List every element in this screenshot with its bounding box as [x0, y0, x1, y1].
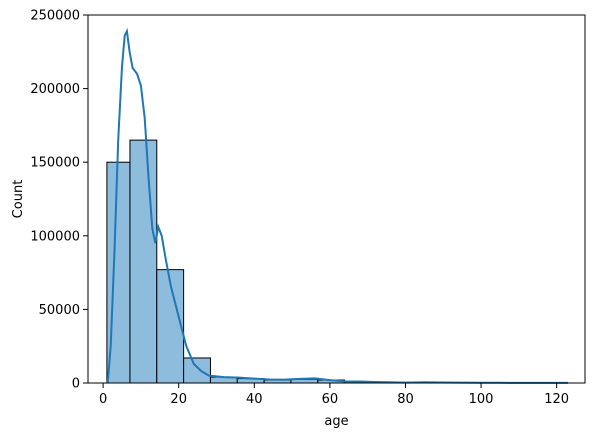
x-tick-label: 60 — [322, 392, 339, 407]
x-tick-label: 0 — [99, 392, 107, 407]
histogram-bar-3 — [183, 357, 211, 384]
x-axis-label: age — [324, 414, 348, 429]
histogram-bar-1 — [129, 139, 158, 384]
x-tick-label: 80 — [397, 392, 414, 407]
y-tick-label: 150000 — [30, 156, 80, 171]
kde-line — [106, 27, 568, 384]
x-tick-label: 40 — [246, 392, 263, 407]
y-tick-label: 50000 — [39, 303, 80, 318]
y-tick-label: 250000 — [30, 9, 80, 24]
plot-frame — [87, 14, 586, 384]
histogram-bar-2 — [156, 269, 185, 384]
y-tick-label: 100000 — [30, 229, 80, 244]
y-tick-label: 0 — [72, 377, 80, 392]
x-tick-label: 120 — [544, 392, 569, 407]
y-axis-label: Count — [11, 180, 26, 219]
y-tick-label: 200000 — [30, 82, 80, 97]
histogram-bars — [106, 139, 569, 384]
y-axis-ticks: 0 50000 100000 150000 200000 250000 — [30, 9, 88, 392]
x-tick-label: 100 — [469, 392, 494, 407]
x-tick-label: 20 — [170, 392, 187, 407]
x-axis-ticks: 0 20 40 60 80 100 120 — [99, 383, 569, 407]
